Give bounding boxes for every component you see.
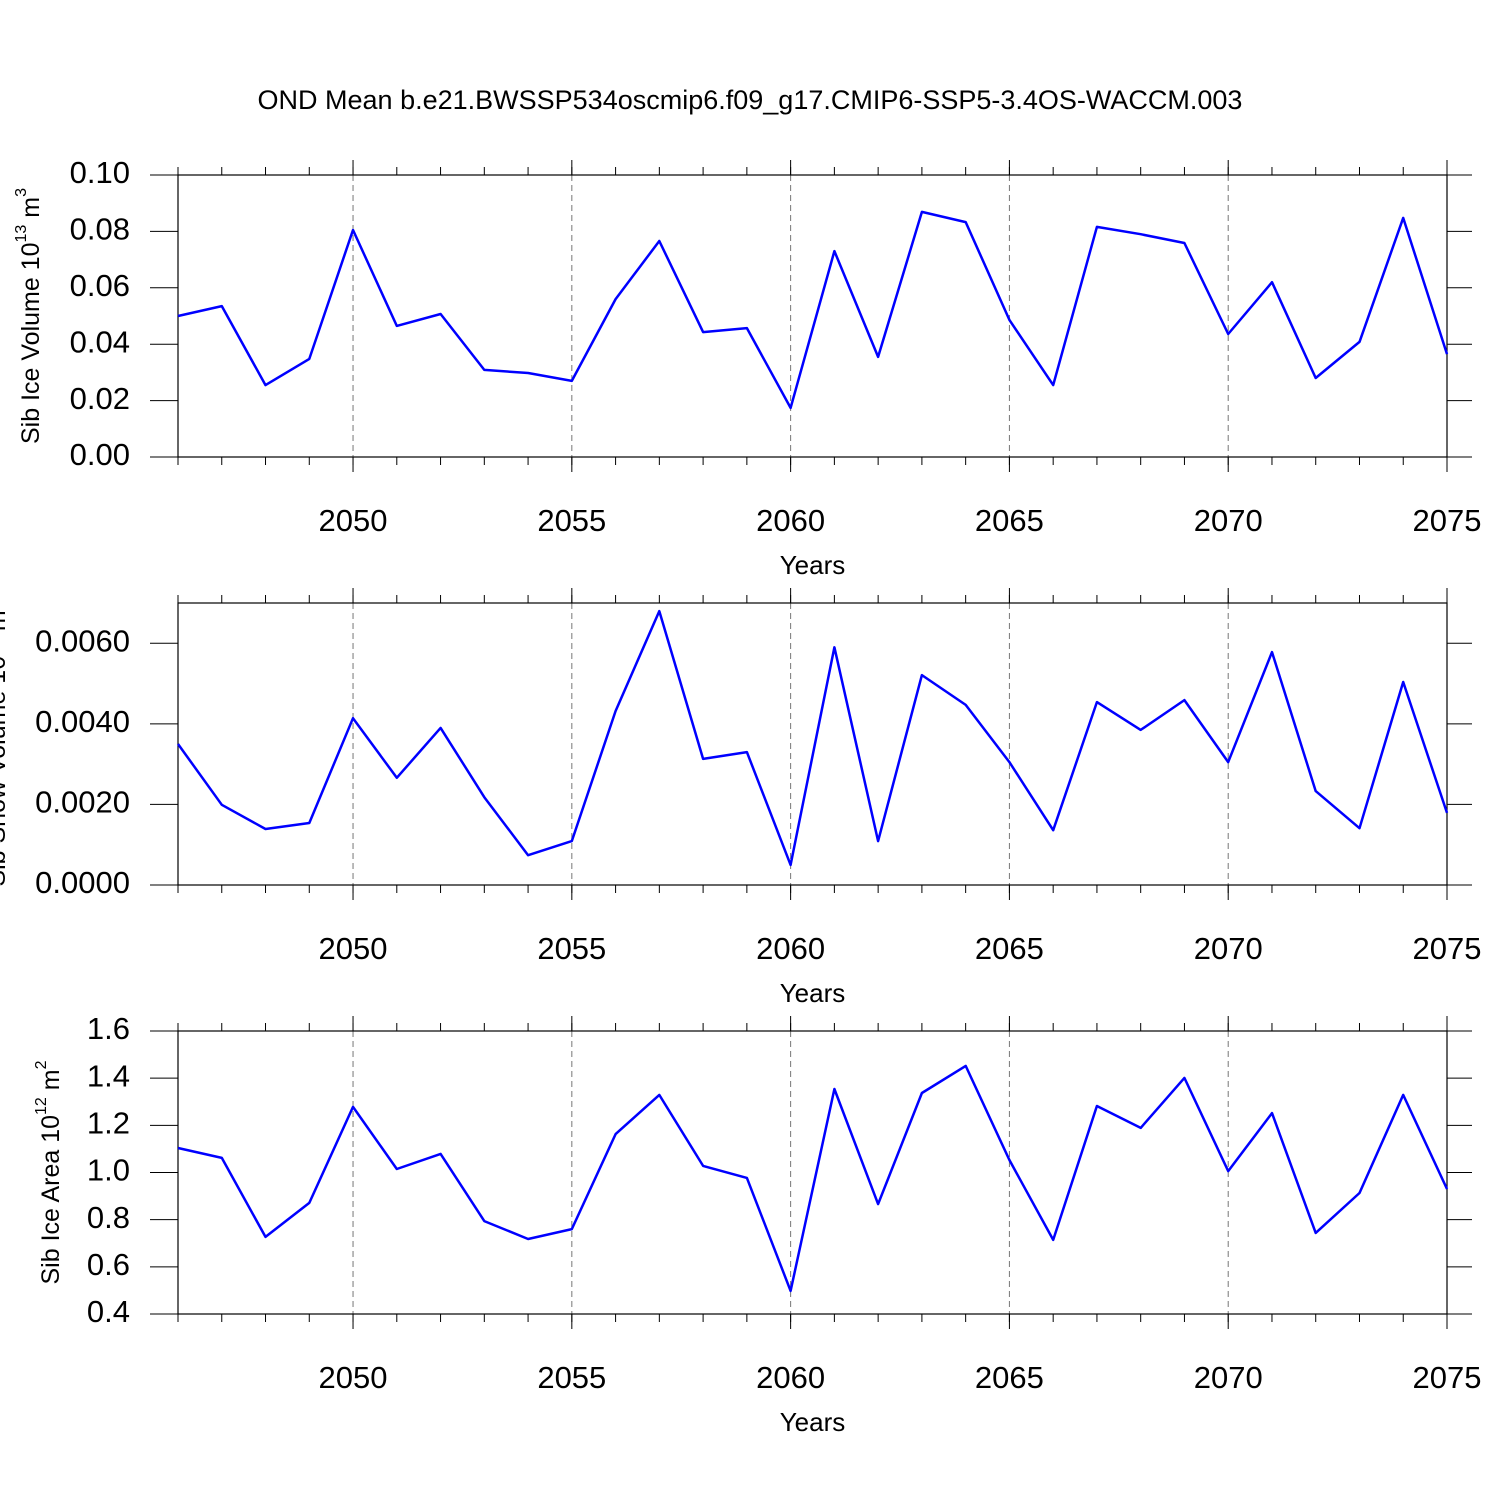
- x-tick-label: 2060: [756, 1360, 825, 1395]
- x-tick-label: 2075: [1413, 503, 1482, 538]
- y-axis-label-exponent: 2: [33, 1060, 50, 1069]
- y-tick-label: 0.0060: [35, 623, 130, 658]
- y-axis-label: Sib Snow Volume 1013 m3: [0, 601, 11, 886]
- x-axis-label: Years: [780, 1407, 846, 1437]
- y-tick-label: 0.0020: [35, 785, 130, 820]
- x-tick-label: 2060: [756, 931, 825, 966]
- plot-frame: [177, 174, 1448, 458]
- y-axis-label-exponent: 13: [13, 225, 30, 243]
- x-tick-label: 2055: [537, 503, 606, 538]
- y-tick-label: 0.0040: [35, 704, 130, 739]
- y-tick-label: 0.8: [87, 1200, 130, 1235]
- x-tick-label: 2055: [537, 931, 606, 966]
- y-axis-label: Sib Ice Volume 1013 m3: [13, 188, 44, 444]
- y-tick-label: 0.04: [70, 324, 130, 359]
- y-tick-label: 0.0000: [35, 865, 130, 900]
- x-tick-label: 2065: [975, 503, 1044, 538]
- data-line: [177, 1064, 1449, 1293]
- y-axis-label-part: m: [17, 197, 45, 225]
- x-axis-label: Years: [780, 550, 846, 580]
- data-line: [177, 210, 1449, 410]
- y-tick-label: 0.02: [70, 381, 130, 416]
- figure-title: OND Mean b.e21.BWSSP534oscmip6.f09_g17.C…: [258, 85, 1243, 115]
- y-tick-label: 0.4: [87, 1294, 130, 1329]
- x-tick-label: 2050: [319, 931, 388, 966]
- y-tick-label: 1.2: [87, 1106, 130, 1141]
- x-tick-label: 2050: [319, 1360, 388, 1395]
- x-tick-label: 2075: [1413, 1360, 1482, 1395]
- y-axis-label: Sib Ice Area 1012 m2: [33, 1060, 64, 1284]
- y-axis-label-part: Sib Snow Volume 10: [0, 656, 11, 887]
- y-axis-label-part: Sib Ice Area 10: [37, 1115, 65, 1285]
- x-tick-label: 2065: [975, 1360, 1044, 1395]
- x-tick-label: 2065: [975, 931, 1044, 966]
- y-tick-label: 0.10: [70, 155, 130, 190]
- y-tick-label: 0.08: [70, 212, 130, 247]
- x-axis-label: Years: [780, 978, 846, 1008]
- x-tick-label: 2070: [1194, 1360, 1263, 1395]
- y-tick-label: 1.4: [87, 1058, 130, 1093]
- x-tick-label: 2050: [319, 503, 388, 538]
- y-tick-label: 1.6: [87, 1011, 130, 1046]
- y-axis-label-exponent: 3: [13, 188, 30, 197]
- plot-frame: [177, 1030, 1448, 1315]
- x-tick-label: 2070: [1194, 503, 1263, 538]
- y-axis-label-part: Sib Ice Volume 10: [17, 242, 45, 444]
- y-tick-label: 0.00: [70, 437, 130, 472]
- y-axis-label-part: m: [0, 610, 11, 638]
- y-axis-label-part: m: [37, 1069, 65, 1097]
- x-tick-label: 2070: [1194, 931, 1263, 966]
- y-tick-label: 0.6: [87, 1247, 130, 1282]
- x-tick-label: 2055: [537, 1360, 606, 1395]
- data-line: [176, 609, 1449, 867]
- x-tick-label: 2060: [756, 503, 825, 538]
- x-tick-label: 2075: [1413, 931, 1482, 966]
- y-tick-label: 1.0: [87, 1153, 130, 1188]
- y-tick-label: 0.06: [70, 268, 130, 303]
- y-axis-label-exponent: 12: [33, 1097, 50, 1115]
- plot-frame: [177, 602, 1448, 886]
